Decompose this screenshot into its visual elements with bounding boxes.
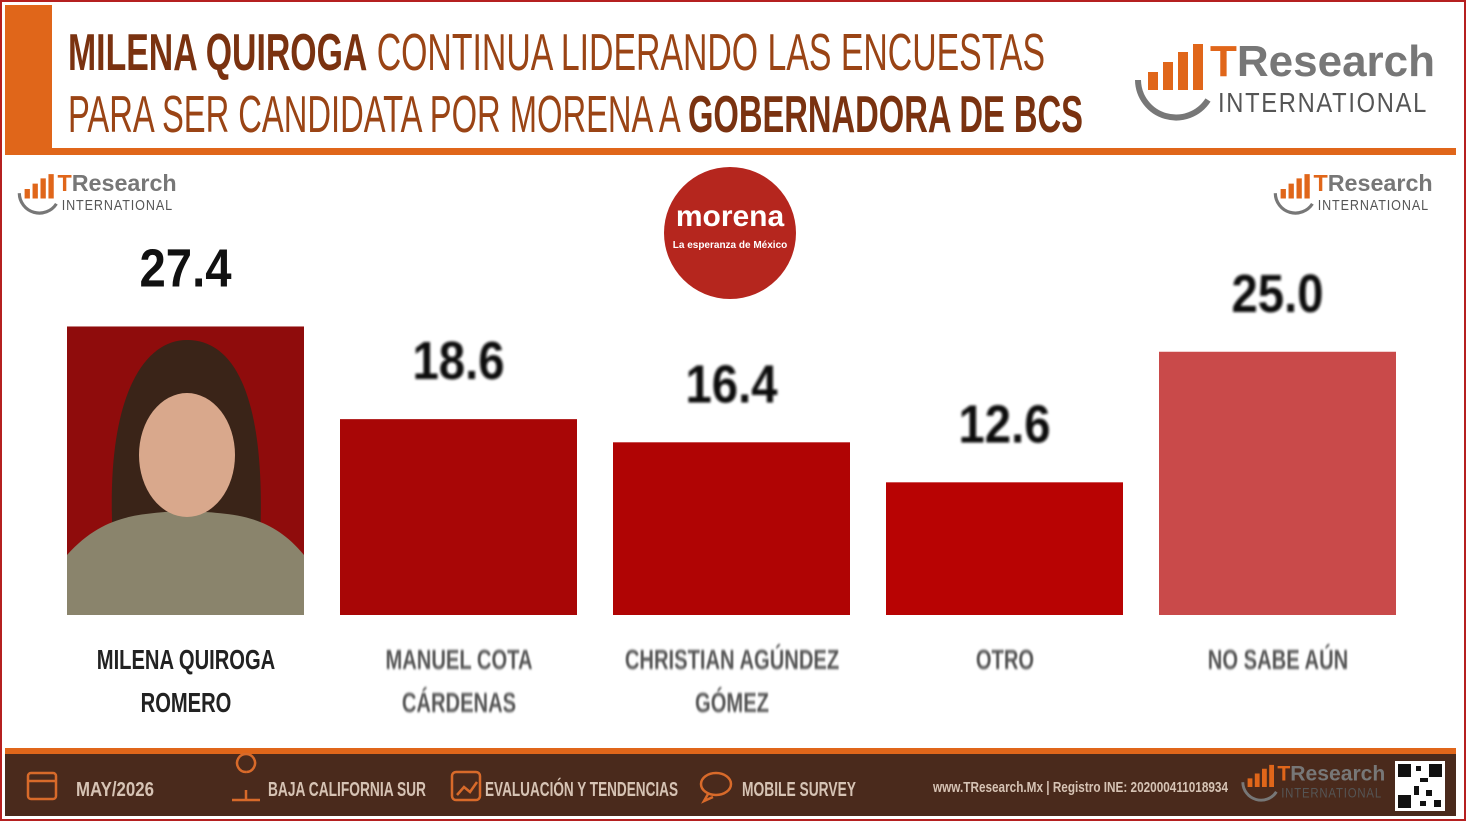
logo-name: TResearch [57,170,176,196]
bar [1159,351,1396,615]
logo-swoosh [1273,193,1314,215]
logo-sub: INTERNATIONAL [62,198,173,214]
photo-body [67,510,304,615]
category-label: CHRISTIAN AGÚNDEZ GÓMEZ [624,644,839,718]
bar [340,419,577,615]
footer-icons [26,752,733,804]
footer-rule [5,748,1456,754]
logo-bars [24,174,54,199]
logo-swoosh [1241,782,1278,802]
bar [613,442,850,615]
logo-rest: Research [72,170,177,196]
logo-t: T [1210,37,1237,86]
logo-name: TResearch [1210,37,1435,86]
title-line: MILENA QUIROGA CONTINUA LIDERANDO LAS EN… [68,24,1045,82]
title-bold: GOBERNADORA DE BCS [688,86,1083,144]
header-accent [5,5,52,153]
value-label: 12.6 [959,394,1051,454]
qr-code [1395,761,1445,811]
party-logo [664,167,796,299]
logo-bars [1148,44,1203,90]
plot: 27.4 18.6 16.4 12.6 25.0 [67,238,1396,615]
value-label: 27.4 [140,238,232,298]
logo-rest: Research [1237,37,1435,86]
category-label: OTRO [975,644,1034,675]
logo-bars [1280,174,1310,199]
title-line: PARA SER CANDIDATA POR MORENA A GOBERNAD… [68,86,1083,144]
footer-study: EVALUACIÓN Y TENDENCIAS [485,777,678,801]
logo-t: T [1313,170,1327,196]
brand-logo: TResearch INTERNATIONAL [17,170,177,215]
title-text: CONTINUA LIDERANDO LAS ENCUESTAS [367,24,1045,82]
logo-name: TResearch [1277,762,1385,785]
brand-logo: TResearch INTERNATIONAL [1273,170,1433,215]
photo-face [139,393,235,517]
footer-date: MAY/2026 [76,779,154,801]
footer-texts: MAY/2026 BAJA CALIFORNIA SUR EVALUACIÓN … [76,777,1229,801]
footer-site: www.TResearch.Mx | Registro INE: 2020004… [932,779,1228,796]
header-rule [5,148,1456,155]
title-bold: MILENA QUIROGA [68,24,367,82]
candidate-photo [67,340,304,615]
logo-swoosh [1135,79,1211,121]
value-label: 18.6 [413,331,505,391]
category-label: MILENA QUIROGA ROMERO [96,644,275,718]
logo-t: T [57,170,71,196]
footer-place: BAJA CALIFORNIA SUR [268,779,426,801]
footer-method: MOBILE SURVEY [742,779,856,801]
logo-t: T [1277,762,1290,785]
logo-sub: INTERNATIONAL [1218,87,1428,118]
logo-sub: INTERNATIONAL [1281,786,1382,801]
logo-sub: INTERNATIONAL [1318,198,1429,214]
bar [886,482,1123,615]
party-name: morena [676,200,785,233]
logo-rest: Research [1290,762,1385,785]
logo-name: TResearch [1313,170,1432,196]
party-slogan: La esperanza de México [673,240,788,251]
value-label: 16.4 [686,354,778,414]
logo-bars [1247,764,1274,787]
category-label: NO SABE AÚN [1207,644,1348,675]
title-text: PARA SER CANDIDATA POR MORENA A [68,86,688,144]
logo-rest: Research [1328,170,1433,196]
value-label: 25.0 [1232,264,1324,324]
logo-swoosh [17,193,58,215]
category-label: MANUEL COTA CÁRDENAS [384,644,533,718]
